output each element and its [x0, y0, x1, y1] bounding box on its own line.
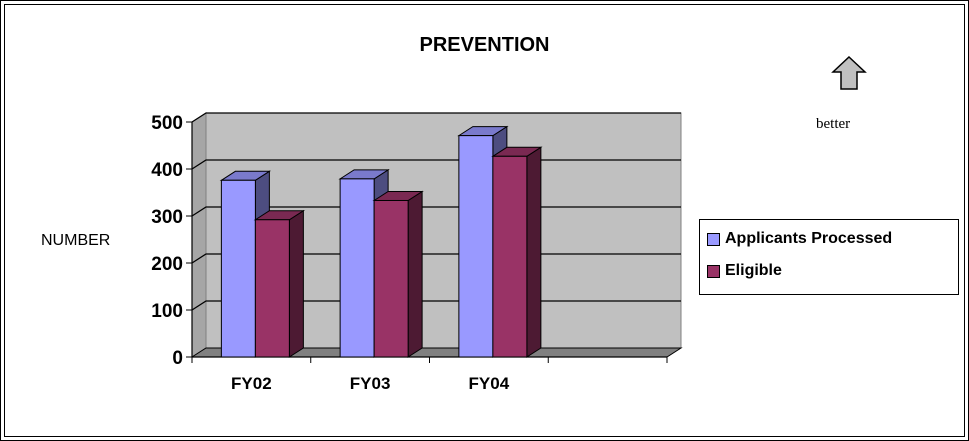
- y-tick-label: 400: [151, 160, 183, 181]
- legend-swatch-eligible: [707, 264, 720, 278]
- bar-applicants-fy04: [458, 135, 494, 358]
- bar-applicants-fy02: [220, 179, 256, 358]
- plot-side-wall: [191, 112, 207, 358]
- legend-item-applicants: Applicants Processed: [707, 230, 892, 248]
- legend-label-applicants: Applicants Processed: [725, 230, 893, 247]
- up-arrow-icon: [831, 56, 867, 90]
- chart-title: PREVENTION: [419, 34, 550, 56]
- legend-label-eligible: Eligible: [725, 262, 782, 279]
- x-tick-label: FY03: [350, 374, 391, 393]
- y-tick-label: 0: [172, 348, 183, 369]
- bar-eligible-fy02-side: [288, 209, 304, 358]
- chart-area: [4, 4, 965, 437]
- y-tick-label: 300: [151, 207, 183, 228]
- x-tick-label: FY02: [231, 374, 272, 393]
- bar-eligible-fy03-side: [407, 190, 423, 358]
- y-tick-label: 500: [151, 113, 183, 134]
- y-axis-label: NUMBER: [41, 232, 111, 249]
- bar-applicants-fy03: [339, 178, 375, 358]
- bar-eligible-fy02: [254, 219, 290, 358]
- bar-eligible-fy03: [373, 199, 409, 358]
- y-tick-label: 200: [151, 254, 183, 275]
- bar-eligible-fy04-side: [526, 146, 542, 358]
- legend-item-eligible: Eligible: [707, 262, 782, 280]
- y-gridline: [191, 112, 681, 123]
- bar-eligible-fy04: [492, 155, 528, 358]
- y-tick-label: 100: [151, 301, 183, 322]
- legend-swatch-applicants: [707, 232, 720, 246]
- chart-legend: Applicants Processed Eligible: [699, 219, 959, 295]
- better-note: better: [816, 116, 851, 132]
- x-tick-label: FY04: [469, 374, 510, 393]
